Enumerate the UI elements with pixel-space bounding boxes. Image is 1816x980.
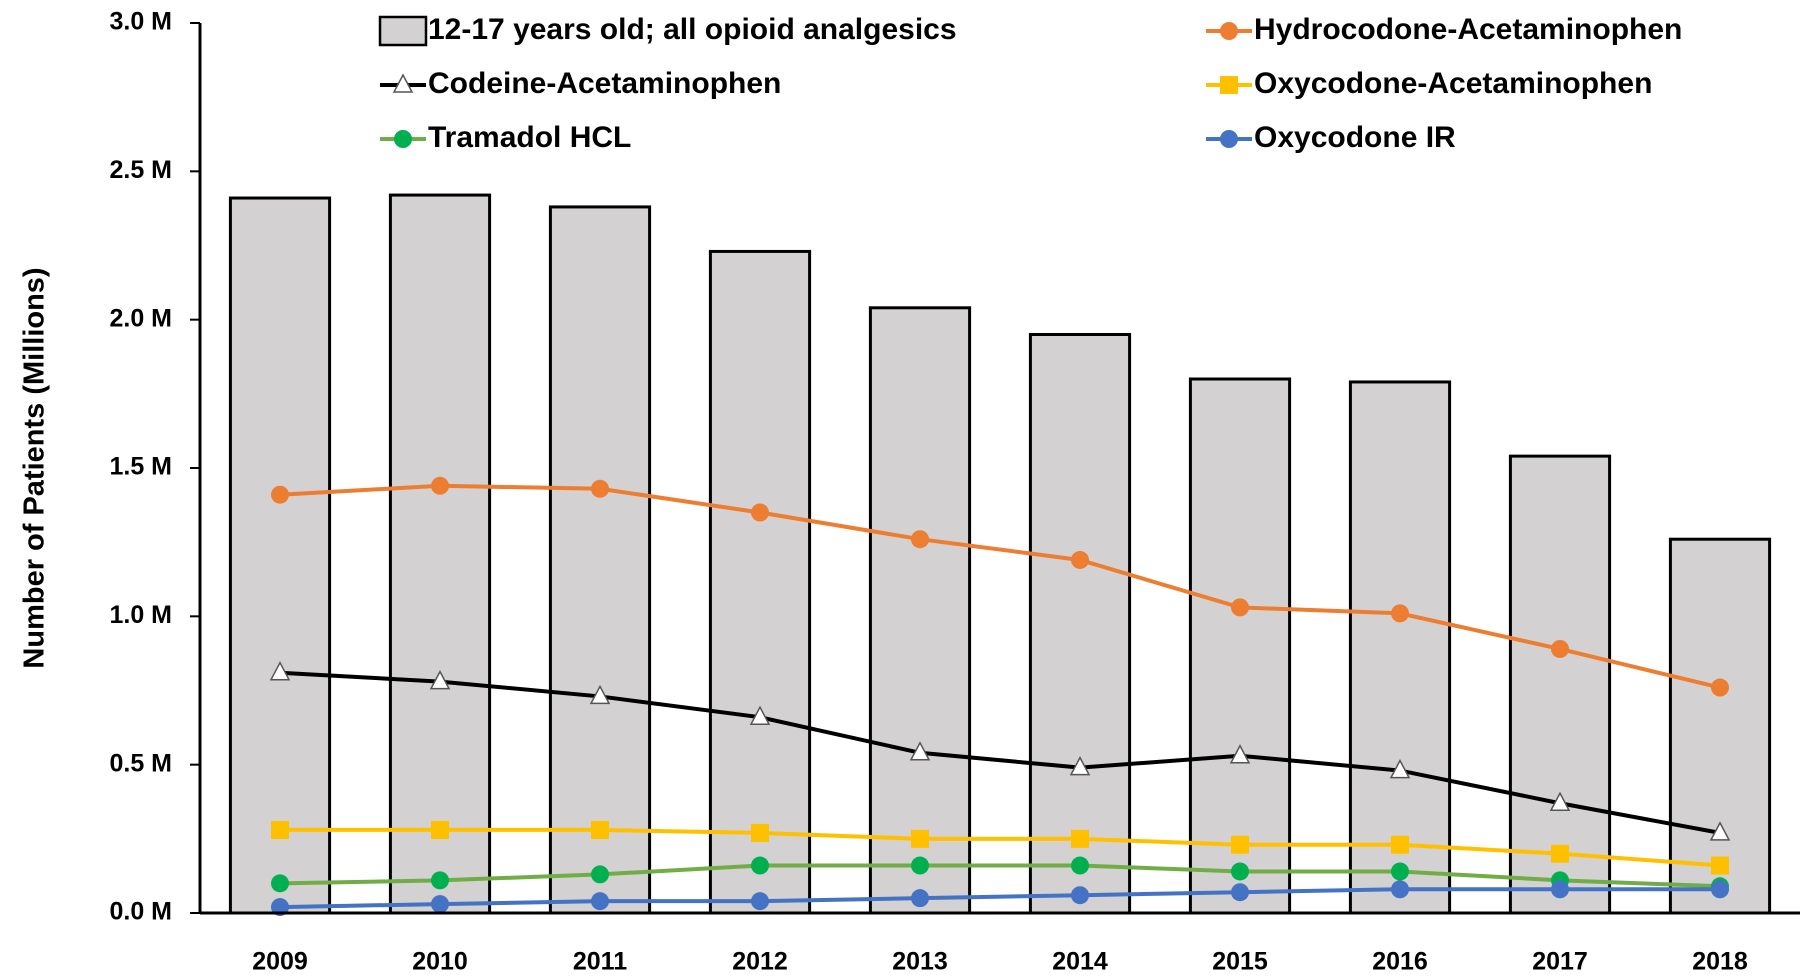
legend-marker — [394, 130, 412, 148]
marker — [271, 485, 289, 504]
bar — [868, 306, 972, 915]
marker — [1231, 598, 1249, 617]
marker — [1711, 856, 1729, 875]
marker — [751, 892, 769, 911]
line — [279, 670, 1721, 835]
marker — [431, 476, 449, 495]
marker — [1389, 758, 1411, 779]
y-tick-label: 1.0 M — [109, 601, 172, 629]
marker — [1711, 880, 1729, 899]
marker — [429, 669, 451, 690]
y-axis-label: Number of Patients (Millions) — [19, 267, 51, 668]
x-tick-label: 2017 — [1532, 948, 1588, 976]
marker — [271, 820, 289, 839]
legend-label: Hydrocodone-Acetaminophen — [1254, 13, 1682, 46]
marker — [911, 856, 929, 875]
line — [279, 483, 1721, 690]
marker — [1711, 678, 1729, 697]
marker — [911, 829, 929, 848]
marker — [431, 871, 449, 890]
marker — [1551, 880, 1569, 899]
marker — [1709, 821, 1731, 841]
marker — [751, 856, 769, 875]
marker — [1391, 880, 1409, 899]
marker — [1231, 835, 1249, 854]
marker — [1231, 883, 1249, 902]
marker — [591, 820, 609, 839]
marker — [271, 874, 289, 893]
marker — [911, 530, 929, 549]
bar — [708, 249, 812, 915]
bar — [228, 196, 332, 915]
marker — [1551, 639, 1569, 658]
x-tick-label: 2015 — [1212, 948, 1268, 976]
legend-marker — [392, 73, 414, 93]
marker — [589, 684, 611, 705]
marker — [1549, 791, 1571, 811]
y-tick-label: 3.0 M — [109, 8, 172, 36]
x-tick-label: 2009 — [252, 948, 308, 976]
bar — [388, 193, 492, 915]
y-tick-label: 0.0 M — [109, 898, 172, 926]
marker — [1071, 856, 1089, 875]
marker — [1071, 829, 1089, 848]
marker — [909, 741, 931, 761]
x-tick-label: 2013 — [892, 948, 948, 976]
x-tick-label: 2010 — [412, 948, 468, 976]
legend-label: Codeine-Acetaminophen — [428, 67, 781, 100]
marker — [1391, 604, 1409, 623]
y-tick-label: 2.0 M — [109, 304, 172, 332]
marker — [1069, 756, 1091, 776]
marker — [591, 479, 609, 498]
y-tick-label: 2.5 M — [109, 156, 172, 184]
marker — [1551, 844, 1569, 863]
bar — [1188, 377, 1292, 915]
line — [279, 863, 1721, 889]
marker — [751, 823, 769, 842]
marker — [269, 661, 291, 681]
marker — [1071, 550, 1089, 569]
y-tick-label: 1.5 M — [109, 453, 172, 481]
marker — [911, 889, 929, 908]
y-tick-label: 0.5 M — [109, 749, 172, 777]
line — [280, 827, 1721, 868]
marker — [591, 865, 609, 884]
bar — [1348, 380, 1452, 915]
marker — [431, 820, 449, 839]
legend-label: Oxycodone IR — [1254, 121, 1456, 154]
legend-swatch — [378, 15, 428, 47]
marker — [751, 503, 769, 522]
bar — [548, 205, 652, 915]
marker — [1231, 862, 1249, 881]
x-tick-label: 2016 — [1372, 948, 1428, 976]
x-tick-label: 2011 — [573, 948, 627, 976]
legend-marker — [1220, 22, 1238, 40]
marker — [431, 895, 449, 914]
bar — [1028, 333, 1132, 915]
x-tick-label: 2014 — [1052, 948, 1108, 976]
x-tick-label: 2012 — [732, 948, 788, 976]
marker — [1391, 862, 1409, 881]
legend-label: 12-17 years old; all opioid analgesics — [428, 13, 957, 46]
legend-marker — [1220, 130, 1238, 148]
legend-marker — [1220, 76, 1238, 94]
marker — [1071, 886, 1089, 905]
marker — [749, 705, 771, 725]
bar — [1508, 454, 1612, 915]
x-tick-label: 2018 — [1692, 948, 1748, 976]
legend-label: Tramadol HCL — [428, 121, 631, 154]
marker — [591, 892, 609, 911]
line — [279, 887, 1720, 910]
marker — [1229, 744, 1251, 764]
legend-label: Oxycodone-Acetaminophen — [1254, 67, 1652, 100]
marker — [1391, 835, 1409, 854]
